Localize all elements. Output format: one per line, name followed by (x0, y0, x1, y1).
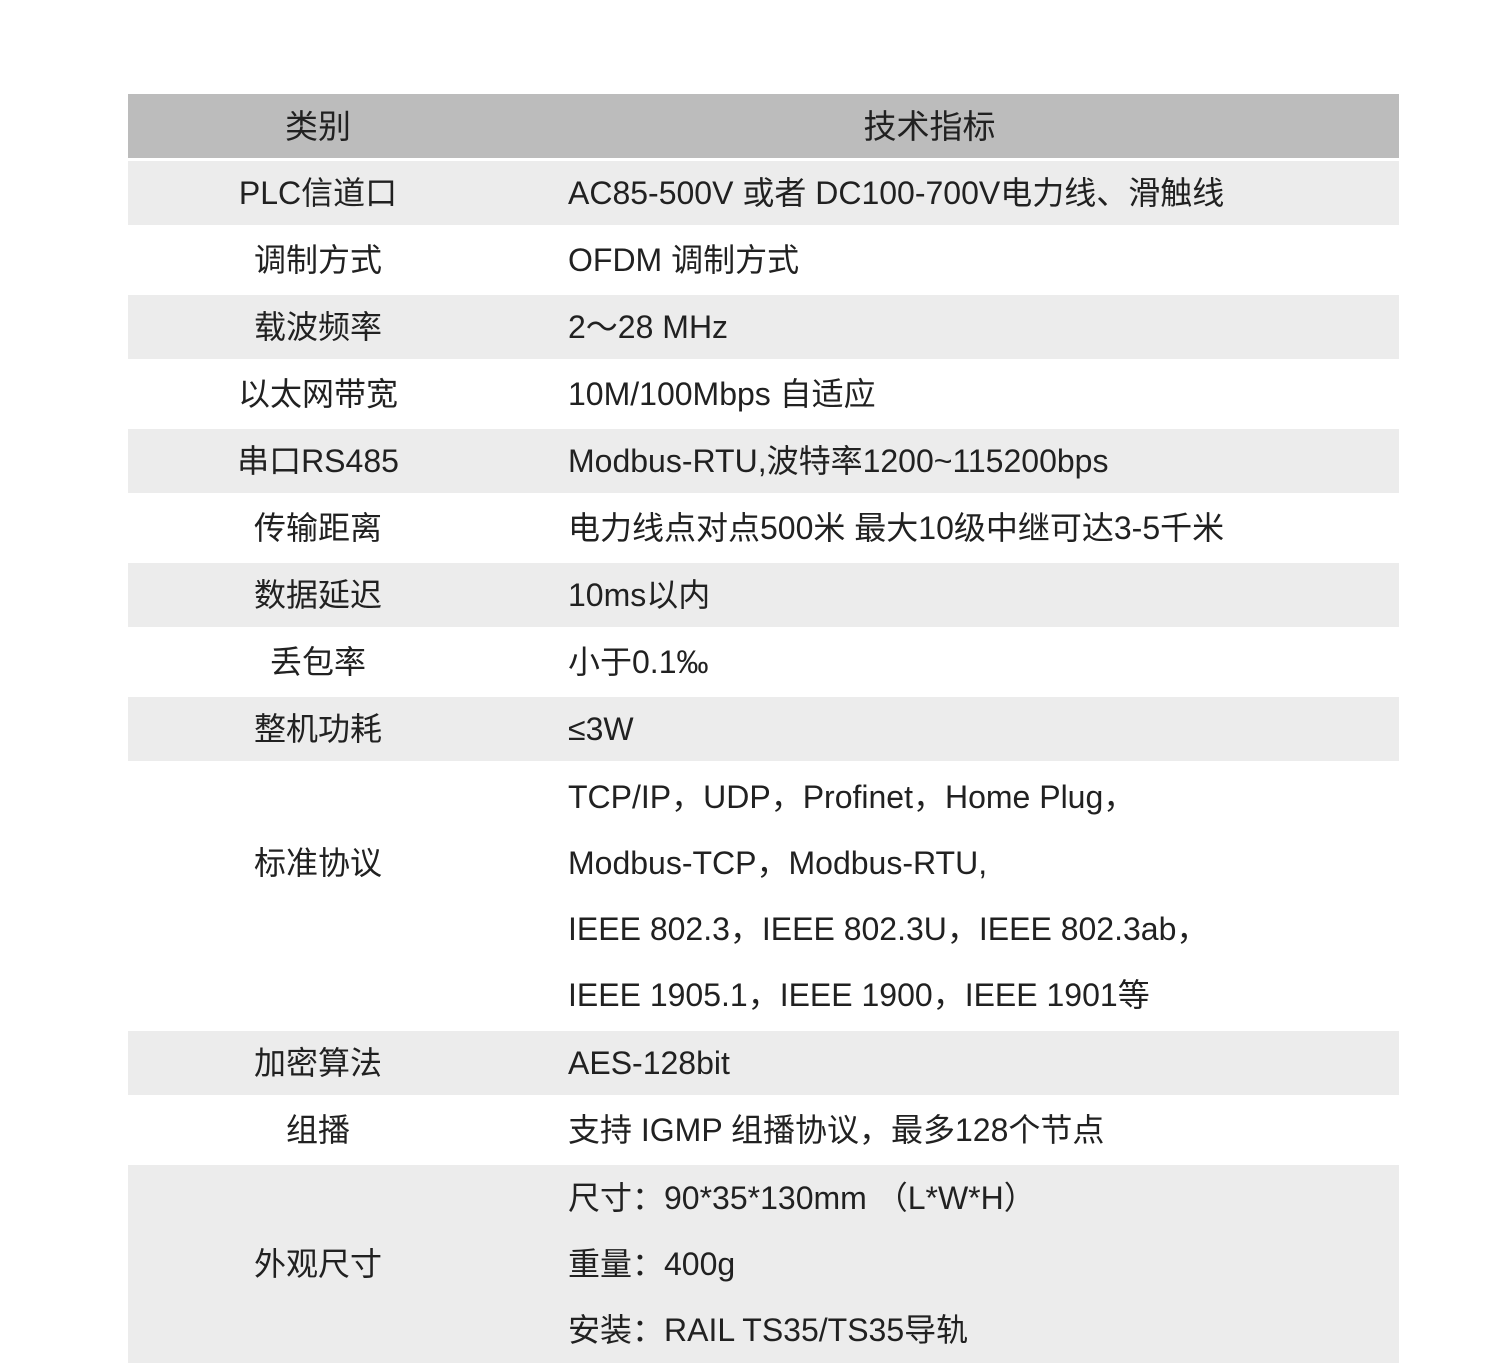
table-row: 数据延迟 10ms以内 (128, 563, 1399, 627)
row-spec-cell: 小于0.1‰ (508, 630, 1399, 694)
row-category-label: 调制方式 (253, 242, 382, 278)
row-spec-value: Modbus-RTU,波特率1200~115200bps (568, 443, 1109, 479)
row-spec-cell: 10ms以内 (508, 563, 1399, 627)
row-category-label: 数据延迟 (253, 577, 382, 613)
table-row: 调制方式 OFDM 调制方式 (128, 228, 1399, 292)
row-category-cell: PLC信道口 (128, 161, 508, 225)
row-spec-cell: AES-128bit (508, 1031, 1399, 1095)
row-category-cell: 串口RS485 (128, 429, 508, 493)
row-category-cell: 组播 (128, 1098, 508, 1162)
table-row: PLC信道口 AC85-500V 或者 DC100-700V电力线、滑触线 (128, 161, 1399, 225)
row-spec-value: 10ms以内 (568, 577, 711, 613)
row-category-cell: 调制方式 (128, 228, 508, 292)
table-body: PLC信道口 AC85-500V 或者 DC100-700V电力线、滑触线调制方式… (128, 161, 1399, 1363)
row-spec-value: IEEE 1905.1，IEEE 1900，IEEE 1901等 (568, 977, 1150, 1013)
table-row: 传输距离 电力线点对点500米 最大10级中继可达3-5千米 (128, 496, 1399, 560)
row-category-cell: 标准协议 (128, 764, 508, 1028)
row-spec-cell: 支持 IGMP 组播协议，最多128个节点 (508, 1098, 1399, 1162)
row-spec-cell: AC85-500V 或者 DC100-700V电力线、滑触线 (508, 161, 1399, 225)
header-spec-label: 技术指标 (863, 107, 996, 145)
row-category-label: 组播 (285, 1112, 350, 1148)
row-spec-value: 电力线点对点500米 最大10级中继可达3-5千米 (568, 510, 1225, 546)
row-spec-value: 2～28 MHz (568, 309, 729, 345)
row-category-cell: 加密算法 (128, 1031, 508, 1095)
row-category-label: 丢包率 (269, 644, 366, 680)
table-row: 整机功耗 ≤3W (128, 697, 1399, 761)
row-category-cell: 数据延迟 (128, 563, 508, 627)
row-category-label: 整机功耗 (253, 711, 382, 747)
table-row: 组播 支持 IGMP 组播协议，最多128个节点 (128, 1098, 1399, 1162)
table-row: 丢包率 小于0.1‰ (128, 630, 1399, 694)
row-category-label: 以太网带宽 (237, 376, 398, 412)
row-spec-value: 小于0.1‰ (568, 644, 709, 680)
row-category-cell: 外观尺寸 (128, 1165, 508, 1363)
row-category-label: PLC信道口 (238, 175, 398, 211)
row-category-label: 标准协议 (253, 845, 382, 881)
row-category-cell: 整机功耗 (128, 697, 508, 761)
row-spec-value: AC85-500V 或者 DC100-700V电力线、滑触线 (568, 175, 1225, 211)
row-category-label: 外观尺寸 (253, 1246, 382, 1282)
row-spec-cell: TCP/IP，UDP，Profinet，Home Plug， Modbus-TCP… (508, 764, 1399, 1028)
row-category-label: 传输距离 (253, 510, 382, 546)
table-header-row: 类别 技术指标 (128, 94, 1399, 158)
row-category-cell: 载波频率 (128, 295, 508, 359)
header-spec-cell: 技术指标 (484, 94, 1375, 158)
table-row: 以太网带宽 10M/100Mbps 自适应 (128, 362, 1399, 426)
row-category-label: 加密算法 (253, 1045, 382, 1081)
row-category-label: 串口RS485 (237, 443, 399, 479)
row-spec-value: 尺寸：90*35*130mm （L*W*H） (568, 1180, 1036, 1216)
row-category-label: 载波频率 (253, 309, 382, 345)
row-spec-value: 安装：RAIL TS35/TS35导轨 (568, 1312, 969, 1348)
row-spec-value: ≤3W (568, 711, 634, 747)
row-spec-value: 支持 IGMP 组播协议，最多128个节点 (568, 1112, 1105, 1148)
row-spec-value: 重量：400g (568, 1246, 736, 1282)
row-spec-value: AES-128bit (568, 1045, 730, 1081)
spec-table: 类别 技术指标 PLC信道口 AC85-500V 或者 DC100-700V电力线… (128, 94, 1399, 1366)
row-spec-value: TCP/IP，UDP，Profinet，Home Plug， (568, 779, 1136, 815)
row-spec-value: 10M/100Mbps 自适应 (568, 376, 876, 412)
row-spec-cell: Modbus-RTU,波特率1200~115200bps (508, 429, 1399, 493)
table-row: 载波频率 2～28 MHz (128, 295, 1399, 359)
row-spec-cell: OFDM 调制方式 (508, 228, 1399, 292)
row-category-cell: 传输距离 (128, 496, 508, 560)
row-spec-cell: 电力线点对点500米 最大10级中继可达3-5千米 (508, 496, 1399, 560)
row-category-cell: 以太网带宽 (128, 362, 508, 426)
table-row: 外观尺寸 尺寸：90*35*130mm （L*W*H） 重量：400g 安装：RAIL… (128, 1165, 1399, 1363)
row-spec-cell: 2～28 MHz (508, 295, 1399, 359)
row-spec-cell: 尺寸：90*35*130mm （L*W*H） 重量：400g 安装：RAIL TS3… (508, 1165, 1399, 1363)
table-row: 标准协议 TCP/IP，UDP，Profinet，Home Plug， Modbus… (128, 764, 1399, 1028)
header-category-label: 类别 (285, 107, 351, 145)
row-spec-cell: ≤3W (508, 697, 1399, 761)
row-spec-value: IEEE 802.3，IEEE 802.3U，IEEE 802.3ab， (568, 911, 1209, 947)
page: { "table": { "header": { "category": "类别… (128, 94, 1399, 1363)
row-category-cell: 丢包率 (128, 630, 508, 694)
row-spec-value: OFDM 调制方式 (568, 242, 800, 278)
header-category-cell: 类别 (128, 94, 508, 158)
row-spec-cell: 10M/100Mbps 自适应 (508, 362, 1399, 426)
row-spec-value: Modbus-TCP，Modbus-RTU, (568, 845, 988, 881)
table-row: 加密算法 AES-128bit (128, 1031, 1399, 1095)
table-row: 串口RS485 Modbus-RTU,波特率1200~115200bps (128, 429, 1399, 493)
